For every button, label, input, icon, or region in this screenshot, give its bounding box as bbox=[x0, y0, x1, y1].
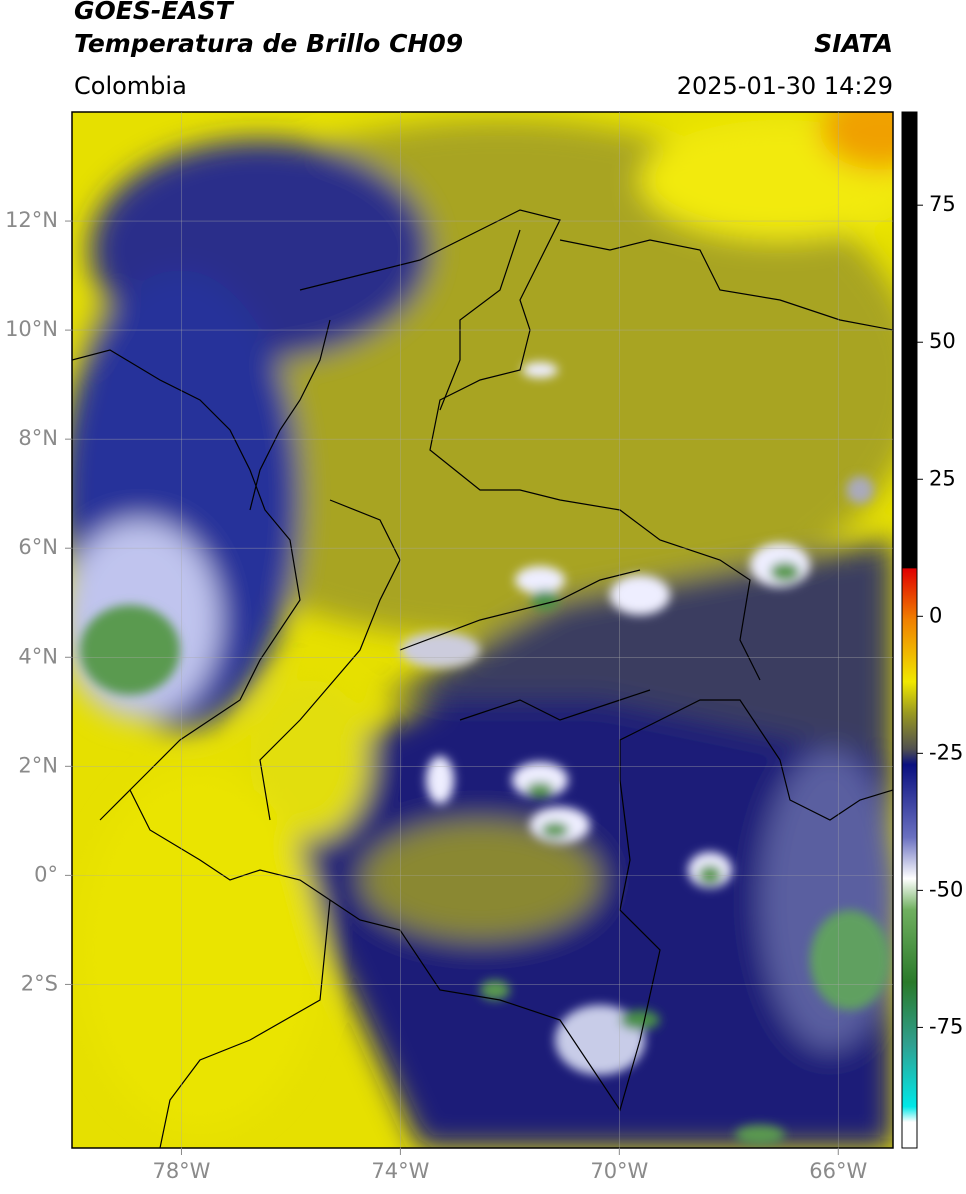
region: Colombia bbox=[74, 72, 187, 100]
map-frame bbox=[71, 111, 894, 1149]
y-tick-label: 4°N bbox=[18, 644, 58, 668]
subtitle: Temperatura de Brillo CH09 bbox=[74, 29, 463, 58]
colorbar-tick-label: 75 bbox=[929, 192, 956, 216]
source: SIATA bbox=[814, 29, 893, 58]
satellite-image bbox=[72, 112, 893, 1148]
colorbar-tick-label: -25 bbox=[929, 740, 963, 764]
x-tick-label: 78°W bbox=[152, 1159, 210, 1183]
datetime: 2025-01-30 14:29 bbox=[677, 72, 893, 100]
colorbar-tick-label: 50 bbox=[929, 329, 956, 353]
colorbar-tick-label: 0 bbox=[929, 603, 942, 627]
colorbar-tick-label: 25 bbox=[929, 466, 956, 490]
colorbar bbox=[901, 111, 918, 1149]
title: GOES-EAST bbox=[74, 0, 235, 25]
colorbar-tick-label: -75 bbox=[929, 1014, 963, 1038]
y-tick-label: 2°S bbox=[21, 971, 58, 995]
y-tick-label: 0° bbox=[34, 862, 58, 886]
x-tick-label: 66°W bbox=[809, 1159, 867, 1183]
x-tick-label: 70°W bbox=[590, 1159, 648, 1183]
y-tick-label: 8°N bbox=[18, 426, 58, 450]
y-tick-label: 6°N bbox=[18, 535, 58, 559]
borders bbox=[72, 209, 893, 1148]
y-tick-label: 2°N bbox=[18, 753, 58, 777]
y-tick-label: 10°N bbox=[5, 317, 58, 341]
x-tick-label: 74°W bbox=[371, 1159, 429, 1183]
colorbar-tick-label: -50 bbox=[929, 877, 963, 901]
y-tick-label: 12°N bbox=[5, 208, 58, 232]
